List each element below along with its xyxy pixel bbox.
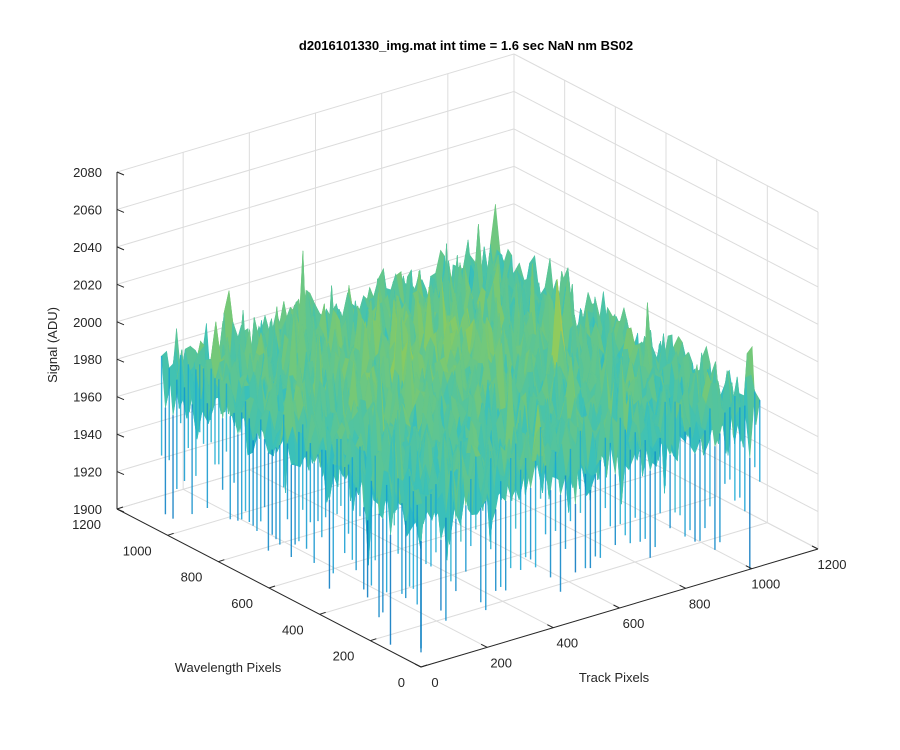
y-tick-label: 0 bbox=[398, 675, 405, 690]
z-tick-mark bbox=[116, 508, 125, 513]
floor-grid-line bbox=[370, 522, 768, 642]
z-tick-label: 1960 bbox=[73, 390, 102, 405]
z-tick-mark bbox=[116, 246, 125, 251]
x-tick-label: 1000 bbox=[751, 577, 780, 592]
z-tick-label: 1940 bbox=[73, 427, 102, 442]
x-axis-label: Track Pixels bbox=[579, 670, 650, 685]
z-tick-label: 1980 bbox=[73, 352, 102, 367]
x-tick-mark bbox=[547, 624, 554, 629]
z-tick-mark bbox=[116, 283, 125, 288]
surface-plot bbox=[160, 204, 761, 653]
z-tick-label: 2020 bbox=[73, 277, 102, 292]
y-tick-label: 400 bbox=[282, 622, 304, 637]
chart-title: d2016101330_img.mat int time = 1.6 sec N… bbox=[299, 38, 633, 53]
wall-grid-line bbox=[116, 240, 515, 360]
x-tick-mark bbox=[811, 545, 819, 550]
wall-grid-line bbox=[116, 90, 515, 210]
wall-grid-line bbox=[116, 165, 515, 285]
y-tick-label: 1000 bbox=[123, 543, 152, 558]
z-tick-label: 2060 bbox=[73, 202, 102, 217]
z-tick-label: 2000 bbox=[73, 315, 102, 330]
x-tick-mark bbox=[745, 565, 753, 570]
x-tick-mark bbox=[480, 643, 488, 648]
wall-grid-line bbox=[513, 203, 819, 363]
z-tick-label: 2040 bbox=[73, 240, 102, 255]
y-tick-label: 1200 bbox=[72, 517, 101, 532]
z-tick-label: 1900 bbox=[73, 502, 102, 517]
y-tick-label: 200 bbox=[333, 649, 355, 664]
z-tick-mark bbox=[116, 358, 125, 363]
x-tick-mark bbox=[613, 604, 620, 609]
z-tick-mark bbox=[116, 208, 125, 213]
z-tick-label: 2080 bbox=[73, 165, 102, 180]
x-tick-label: 1200 bbox=[818, 557, 847, 572]
z-tick-mark bbox=[116, 321, 125, 326]
wall-grid-line bbox=[513, 240, 819, 400]
x-tick-mark bbox=[679, 584, 686, 589]
x-tick-label: 800 bbox=[689, 596, 711, 611]
x-tick-label: 0 bbox=[431, 675, 438, 690]
z-tick-mark bbox=[116, 396, 125, 401]
z-tick-label: 1920 bbox=[73, 465, 102, 480]
wall-grid-line bbox=[116, 203, 515, 323]
wall-grid-line bbox=[116, 53, 515, 173]
wall-grid-line bbox=[513, 53, 819, 213]
wall-grid-line bbox=[513, 128, 819, 288]
wall-grid-line bbox=[513, 165, 819, 325]
wall-grid-line bbox=[116, 128, 515, 248]
y-tick-label: 600 bbox=[231, 596, 253, 611]
y-axis-label: Wavelength Pixels bbox=[175, 660, 282, 675]
x-tick-label: 600 bbox=[623, 616, 645, 631]
x-tick-label: 200 bbox=[490, 655, 512, 670]
z-tick-mark bbox=[116, 471, 125, 476]
y-tick-label: 800 bbox=[181, 570, 203, 585]
x-tick-mark bbox=[414, 663, 422, 668]
x-tick-label: 400 bbox=[556, 636, 578, 651]
z-tick-mark bbox=[116, 171, 125, 176]
z-axis-label: Signal (ADU) bbox=[45, 307, 60, 383]
z-tick-mark bbox=[116, 433, 125, 438]
wall-grid-line bbox=[513, 91, 819, 250]
